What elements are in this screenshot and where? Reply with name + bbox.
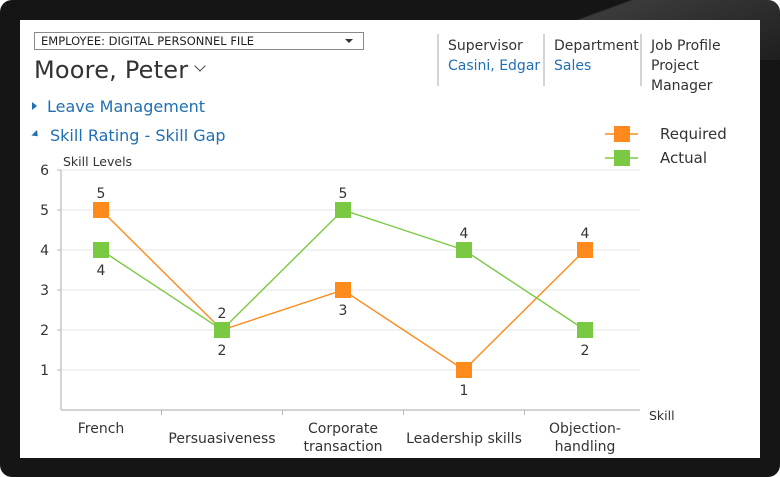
x-tick-label: Persuasiveness [168, 431, 275, 447]
skill-gap-chart: 1 2 3 4 5 6 French Persuasiveness Corporate trans… [40, 125, 727, 455]
legend-marker-actual [614, 150, 630, 166]
y-tick-label: 6 [40, 163, 49, 179]
chevron-down-icon[interactable] [345, 39, 353, 43]
legend-label-required: Required [660, 125, 727, 143]
header-field-job-profile: Job Profile Project Manager [651, 36, 760, 96]
job-profile-value: Project Manager [651, 58, 713, 94]
data-point-required [577, 242, 593, 258]
header-divider [543, 34, 545, 86]
header-field-label: Department [554, 38, 639, 54]
data-point-actual [577, 322, 593, 338]
screen: EMPLOYEE: DIGITAL PERSONNEL FILE Moore, … [20, 20, 760, 458]
section-skill-rating[interactable]: Skill Rating - Skill Gap [31, 126, 226, 145]
section-label: Skill Rating - Skill Gap [50, 126, 226, 145]
expand-arrow-icon [32, 101, 37, 110]
x-tick-label: Corporate [308, 421, 378, 437]
data-label-required: 4 [581, 226, 590, 242]
x-tick-label: Objection- [549, 421, 621, 437]
y-tick-label: 4 [40, 243, 49, 259]
data-label-actual: 2 [218, 306, 227, 322]
section-label: Leave Management [47, 97, 206, 116]
x-tick-label: French [78, 421, 125, 437]
x-tick-label: transaction [303, 439, 382, 455]
data-label-actual: 4 [97, 263, 106, 279]
header-field-supervisor: Supervisor Casini, Edgar [448, 36, 540, 76]
data-point-actual [456, 242, 472, 258]
header-field-label: Supervisor [448, 38, 523, 54]
x-tick-label: handling [555, 439, 616, 455]
supervisor-link[interactable]: Casini, Edgar [448, 58, 541, 74]
y-tick-label: 5 [40, 203, 49, 219]
data-point-actual [335, 202, 351, 218]
header-divider [640, 34, 642, 86]
header-field-department: Department Sales [554, 36, 639, 76]
y-tick-label: 1 [40, 363, 49, 379]
x-axis-title: Skill [649, 408, 675, 423]
data-label-actual: 5 [339, 186, 348, 202]
data-label-required: 1 [460, 383, 469, 399]
header-field-label: Job Profile [651, 38, 721, 54]
data-point-required [93, 202, 109, 218]
legend-label-actual: Actual [660, 149, 707, 167]
data-point-required [456, 362, 472, 378]
y-tick-label: 3 [40, 283, 49, 299]
data-label-required: 2 [218, 343, 227, 359]
legend-marker-required [614, 126, 630, 142]
data-point-actual [93, 242, 109, 258]
y-tick-label: 2 [40, 323, 49, 339]
record-title: Moore, Peter [34, 56, 189, 84]
x-tick-label: Leadership skills [406, 431, 522, 447]
y-axis-title: Skill Levels [63, 154, 132, 169]
entity-form-selector[interactable]: EMPLOYEE: DIGITAL PERSONNEL FILE [34, 32, 364, 50]
data-label-required: 3 [339, 303, 348, 319]
section-leave-management[interactable]: Leave Management [32, 97, 205, 116]
entity-form-selector-label: EMPLOYEE: DIGITAL PERSONNEL FILE [41, 34, 254, 48]
data-label-required: 5 [97, 186, 106, 202]
data-point-required [335, 282, 351, 298]
department-link[interactable]: Sales [554, 58, 592, 74]
data-label-actual: 2 [581, 343, 590, 359]
data-point-actual [214, 322, 230, 338]
data-label-actual: 4 [460, 226, 469, 242]
header-divider [437, 34, 439, 86]
